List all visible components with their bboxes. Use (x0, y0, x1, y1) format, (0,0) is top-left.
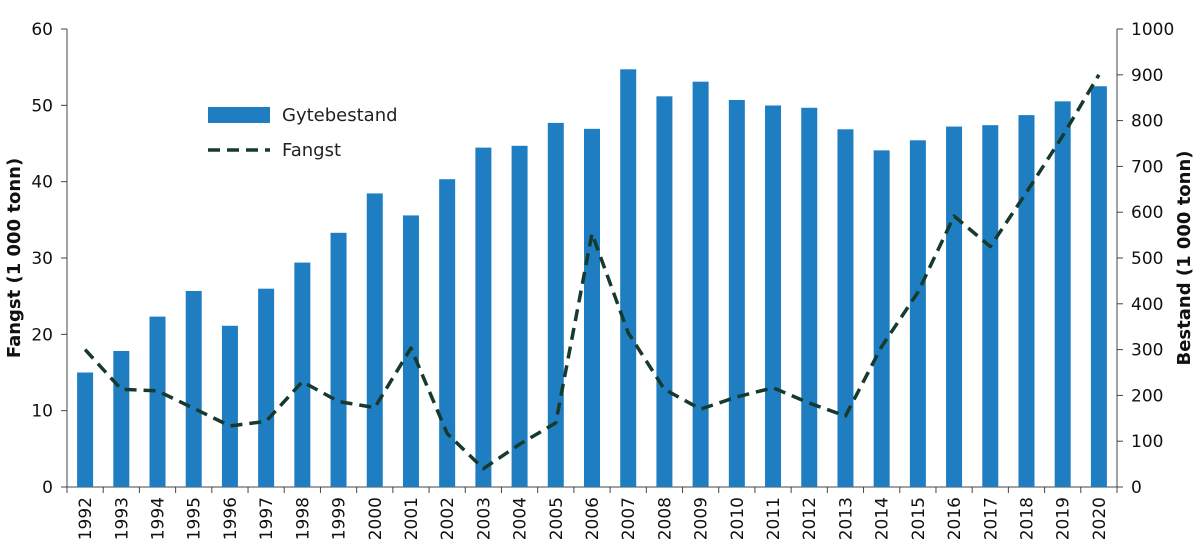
bar-gytebestand (620, 69, 637, 487)
bar-gytebestand (765, 105, 782, 488)
y-left-tick-label: 30 (31, 249, 53, 269)
legend-label-fangst: Fangst (282, 140, 341, 161)
bar-gytebestand (366, 193, 383, 487)
x-tick-label: 2013 (836, 497, 856, 540)
bar-gytebestand (982, 125, 999, 488)
y-left-tick-label: 50 (31, 96, 53, 116)
bar-gytebestand (113, 350, 130, 487)
bar-gytebestand (221, 325, 238, 487)
x-tick-label: 2001 (402, 497, 422, 540)
bar-gytebestand (149, 316, 166, 487)
bar-gytebestand (1090, 86, 1107, 487)
y-right-tick-label: 400 (1131, 295, 1163, 315)
bar-gytebestand (77, 372, 94, 487)
x-tick-label: 2007 (619, 497, 639, 540)
bar-gytebestand (475, 147, 492, 487)
y-left-axis-title: Fangst (1 000 tonn) (4, 158, 25, 358)
bar-gytebestand (909, 140, 926, 487)
bar-gytebestand (330, 232, 347, 487)
x-tick-label: 2005 (547, 497, 567, 540)
bar-gytebestand (873, 150, 890, 487)
y-left-tick-label: 10 (31, 402, 53, 422)
y-left-tick-label: 20 (31, 325, 53, 345)
bar-gytebestand (258, 288, 275, 487)
bar-gytebestand (511, 145, 528, 488)
x-tick-label: 1998 (293, 497, 313, 540)
x-tick-label: 1995 (185, 497, 205, 540)
x-tick-label: 1993 (112, 497, 132, 540)
x-tick-label: 2018 (1017, 497, 1037, 540)
y-right-tick-label: 100 (1131, 432, 1163, 452)
y-left-tick-label: 0 (42, 478, 53, 498)
x-tick-label: 2015 (909, 497, 929, 540)
bar-gytebestand (801, 107, 818, 487)
y-right-tick-label: 200 (1131, 386, 1163, 406)
line-fangst (83, 73, 1101, 471)
bar-gytebestand (1054, 101, 1071, 487)
x-tick-label: 2012 (800, 497, 820, 540)
y-right-tick-label: 1000 (1131, 20, 1174, 40)
bar-gytebestand (946, 126, 963, 487)
x-tick-label: 2017 (981, 497, 1001, 540)
legend: Gytebestand Fangst (208, 105, 398, 161)
y-right-tick-label: 700 (1131, 157, 1163, 177)
x-tick-label: 2000 (366, 497, 386, 540)
bar-gytebestand (584, 128, 600, 487)
x-tick-label: 2009 (692, 497, 712, 540)
y-right-tick-label: 600 (1131, 203, 1163, 223)
x-tick-label: 1999 (330, 497, 350, 540)
x-tick-label: 1997 (257, 497, 277, 540)
x-tick-label: 2008 (655, 497, 675, 540)
x-tick-label: 2003 (474, 497, 494, 540)
bar-gytebestand (185, 290, 202, 487)
x-tick-label: 2014 (873, 497, 893, 540)
x-tick-label: 2002 (438, 497, 458, 540)
y-left-tick-label: 60 (31, 20, 53, 40)
y-right-tick-label: 900 (1131, 66, 1163, 86)
bar-gytebestand (728, 99, 745, 488)
bar-gytebestand (837, 129, 854, 487)
x-tick-label: 2020 (1090, 497, 1110, 540)
x-tick-label: 2019 (1054, 497, 1074, 540)
x-tick-label: 1992 (76, 497, 96, 540)
y-right-tick-label: 500 (1131, 249, 1163, 269)
y-right-tick-label: 800 (1131, 112, 1163, 132)
x-tick-label: 2010 (728, 497, 748, 540)
bar-gytebestand (692, 81, 709, 488)
x-tick-label: 2011 (764, 497, 784, 540)
x-tick-label: 1994 (149, 497, 169, 540)
x-tick-label: 2016 (945, 497, 965, 540)
legend-label-gytebestand: Gytebestand (282, 105, 398, 126)
y-left-tick-label: 40 (31, 173, 53, 193)
bar-gytebestand (1018, 115, 1035, 487)
bar-gytebestand (439, 179, 456, 487)
y-right-tick-label: 0 (1131, 478, 1142, 498)
bar-gytebestand (294, 262, 311, 487)
bar-gytebestand (656, 96, 673, 488)
bar-gytebestand (547, 122, 564, 487)
legend-swatch-gytebestand (208, 107, 270, 123)
plot-area: 0102030405060010020030040050060070080090… (31, 20, 1174, 540)
y-right-tick-label: 300 (1131, 341, 1163, 361)
x-tick-label: 1996 (221, 497, 241, 540)
y-right-axis-title: Bestand (1 000 tonn) (1174, 150, 1195, 365)
x-tick-label: 2006 (583, 497, 603, 540)
x-tick-label: 2004 (511, 497, 531, 540)
